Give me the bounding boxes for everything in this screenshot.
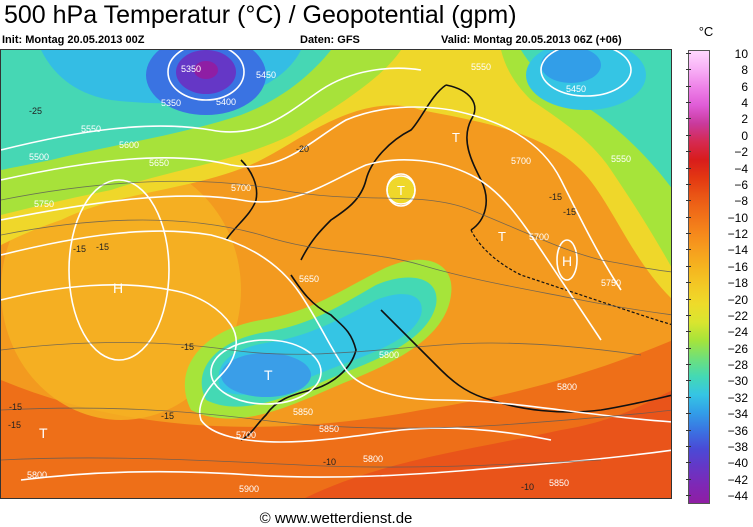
- height-label: 5550: [81, 124, 101, 134]
- height-contours: [1, 50, 671, 481]
- height-label: 5700: [231, 183, 251, 193]
- legend-unit: °C: [698, 24, 714, 39]
- height-label: 5750: [34, 199, 54, 209]
- low-west-atlantic-label: T: [39, 425, 48, 441]
- height-label: 5350: [161, 98, 181, 108]
- temp-label: -15: [549, 192, 562, 202]
- coastline-britain: [225, 159, 258, 241]
- legend-tick-label: −26: [686, 343, 748, 355]
- legend-tick-label: −10: [686, 212, 748, 224]
- legend-tick-label: −20: [686, 294, 748, 306]
- temp-label: -15: [181, 342, 194, 352]
- map-canvas: H T T T H T T -25 -15 -15 -15 -15 -15 -2…: [1, 50, 671, 498]
- height-label: 5650: [149, 158, 169, 168]
- legend-tick-label: −32: [686, 392, 748, 404]
- height-label: 5800: [27, 470, 47, 480]
- color-scale-bar: [688, 50, 710, 504]
- temp-label: -10: [521, 482, 534, 492]
- height-label: 5450: [256, 70, 276, 80]
- height-label: 5350: [181, 64, 201, 74]
- legend-tick-label: −36: [686, 425, 748, 437]
- height-label: 5400: [216, 97, 236, 107]
- legend-tick-label: 10: [686, 48, 748, 60]
- legend-tick-label: −2: [686, 146, 748, 158]
- low-scandinavia-label: T: [452, 130, 460, 145]
- height-label: 5850: [293, 407, 313, 417]
- temp-label: -10: [323, 457, 336, 467]
- legend-tick-label: 0: [686, 130, 748, 142]
- low-baltic-label: T: [498, 229, 506, 244]
- legend-tick-label: 6: [686, 81, 748, 93]
- height-label: 5700: [529, 232, 549, 242]
- height-label: 5450: [566, 84, 586, 94]
- coastline-west: [240, 274, 357, 441]
- hot-south-band: [305, 390, 671, 498]
- legend-tick-label: 4: [686, 97, 748, 109]
- height-label: 5650: [299, 274, 319, 284]
- cold-core-center: [194, 61, 218, 79]
- height-label: 5800: [379, 350, 399, 360]
- legend-tick-label: −38: [686, 441, 748, 453]
- coastline-south: [380, 309, 671, 413]
- height-label: 5500: [29, 152, 49, 162]
- height-label: 5550: [611, 154, 631, 164]
- high-atlantic-label: H: [113, 280, 123, 296]
- height-label: 5700: [511, 156, 531, 166]
- temperature-contours: [1, 180, 671, 468]
- height-label: 5550: [471, 62, 491, 72]
- chart-title: 500 hPa Temperatur (°C) / Geopotential (…: [4, 1, 517, 29]
- border-east: [470, 229, 671, 326]
- temp-label: -15: [161, 411, 174, 421]
- legend-tick-label: −14: [686, 244, 748, 256]
- trough-core: [221, 353, 311, 397]
- height-label: 5900: [239, 484, 259, 494]
- height-label: 5750: [601, 278, 621, 288]
- temp-label: -15: [96, 242, 109, 252]
- legend-tick-label: −22: [686, 310, 748, 322]
- height-label: 5700: [236, 430, 256, 440]
- data-source: Daten: GFS: [300, 34, 360, 46]
- temp-label: -15: [73, 244, 86, 254]
- height-label: 5850: [549, 478, 569, 488]
- temp-label: -25: [29, 106, 42, 116]
- low-north-sea-label: T: [397, 183, 405, 198]
- legend-tick-label: −30: [686, 375, 748, 387]
- high-russia-label: H: [562, 253, 572, 269]
- weather-map: H T T T H T T -25 -15 -15 -15 -15 -15 -2…: [0, 49, 672, 499]
- height-label: 5800: [557, 382, 577, 392]
- temp-label: -15: [563, 207, 576, 217]
- low-iberia-label: T: [264, 367, 273, 383]
- legend-tick-label: −18: [686, 277, 748, 289]
- height-label: 5850: [319, 424, 339, 434]
- height-label: 5600: [119, 140, 139, 150]
- coastline-north: [300, 84, 487, 261]
- legend-tick-label: −6: [686, 179, 748, 191]
- legend-tick-label: −44: [686, 490, 748, 502]
- copyright: © www.wetterdienst.de: [259, 510, 413, 527]
- legend-tick-label: −24: [686, 326, 748, 338]
- temp-label: -15: [9, 402, 22, 412]
- legend-tick-label: −34: [686, 408, 748, 420]
- legend-tick-label: −4: [686, 163, 748, 175]
- legend-tick-label: −28: [686, 359, 748, 371]
- legend-tick-label: −40: [686, 457, 748, 469]
- legend-tick-label: 8: [686, 64, 748, 76]
- height-label: 5800: [363, 454, 383, 464]
- ne-cold-blue: [541, 50, 601, 83]
- legend-tick-label: −16: [686, 261, 748, 273]
- legend-tick-label: 2: [686, 113, 748, 125]
- init-time: Init: Montag 20.05.2013 00Z: [2, 34, 145, 46]
- temp-label: -15: [8, 420, 21, 430]
- valid-time: Valid: Montag 20.05.2013 06Z (+06): [441, 34, 622, 46]
- legend-tick-label: −42: [686, 474, 748, 486]
- legend-tick-label: −8: [686, 195, 748, 207]
- temp-label: -20: [296, 144, 309, 154]
- legend-tick-label: −12: [686, 228, 748, 240]
